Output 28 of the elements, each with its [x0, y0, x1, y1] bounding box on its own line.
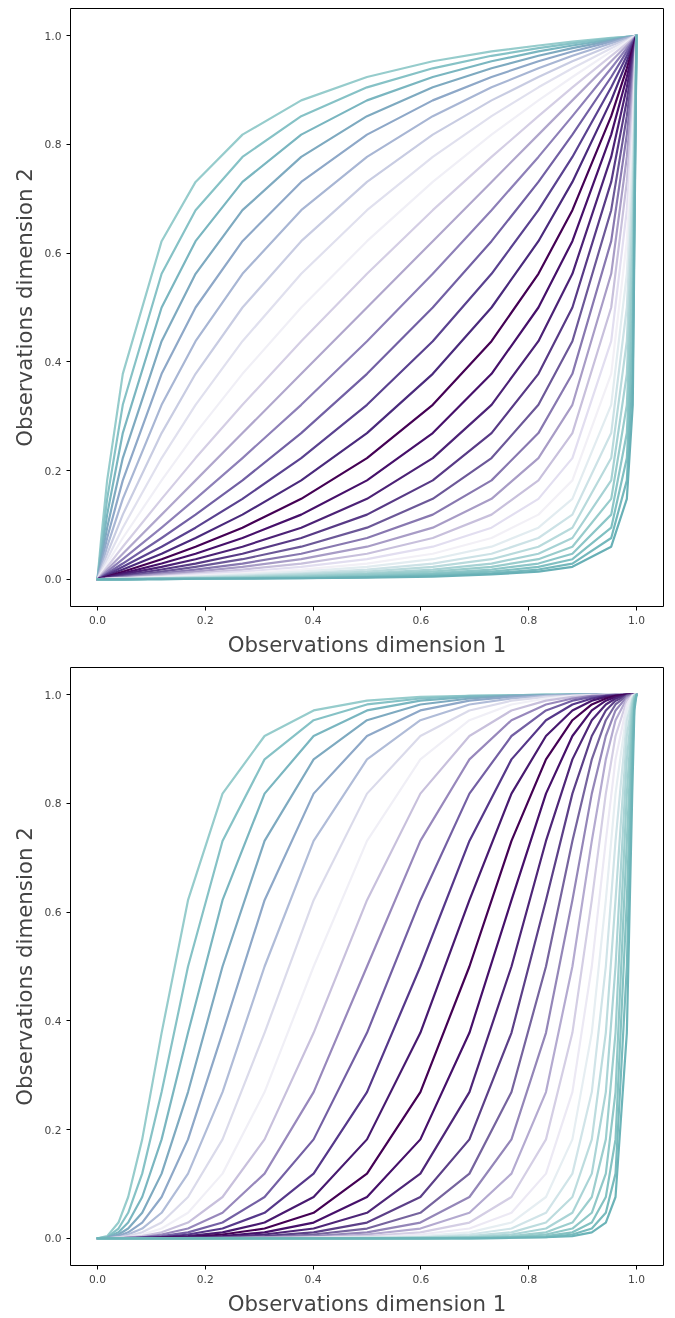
x-tick-label: 0.6	[412, 1272, 430, 1286]
x-tick-label: 0.8	[520, 1272, 538, 1286]
x-axis-title: Observations dimension 1	[227, 631, 507, 657]
x-tick-label: 1.0	[628, 613, 646, 627]
y-tick-label: 0.6	[44, 906, 62, 920]
y-tick-label: 0.0	[44, 1232, 62, 1246]
y-axis-title: Observations dimension 2	[11, 827, 37, 1106]
y-tick-label: 1.0	[44, 688, 62, 702]
y-tick-label: 0.4	[44, 355, 62, 369]
y-tick-label: 1.0	[44, 29, 62, 43]
x-tick-label: 0.4	[304, 613, 322, 627]
y-tick-label: 0.6	[44, 247, 62, 261]
x-tick-label: 0.2	[196, 613, 214, 627]
y-tick-label: 0.8	[44, 797, 62, 811]
x-tick-label: 0.4	[304, 1272, 322, 1286]
x-tick-label: 0.0	[88, 1272, 107, 1286]
x-tick-label: 0.8	[520, 613, 538, 627]
y-axis-title: Observations dimension 2	[11, 168, 37, 447]
x-tick-label: 1.0	[628, 1272, 646, 1286]
x-tick-label: 0.6	[412, 613, 430, 627]
y-tick-label: 0.8	[44, 138, 62, 152]
x-tick-label: 0.2	[196, 1272, 214, 1286]
y-tick-label: 0.2	[44, 464, 62, 478]
y-tick-label: 0.4	[44, 1014, 62, 1028]
y-tick-label: 0.0	[44, 573, 62, 587]
y-tick-label: 0.2	[44, 1123, 62, 1137]
x-axis-title: Observations dimension 1	[227, 1290, 507, 1316]
x-tick-label: 0.0	[88, 613, 107, 627]
